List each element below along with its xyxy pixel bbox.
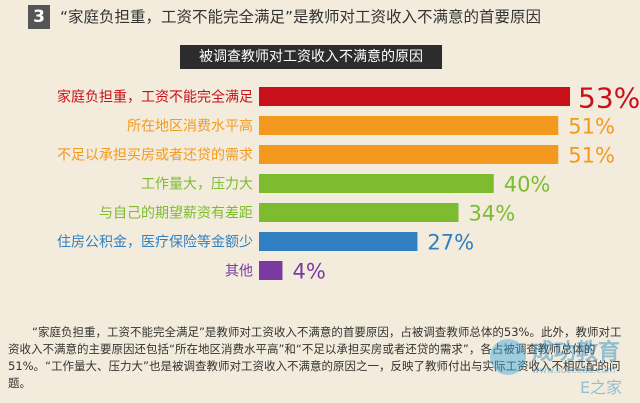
watermark-url: www.succedu.com [532, 366, 615, 376]
value-label: 40% [504, 173, 551, 197]
headline: “家庭负担重，工资不能完全满足”是教师对工资收入不满意的首要原因 [60, 8, 542, 26]
bar [259, 87, 570, 106]
category-label: 其他 [225, 264, 253, 280]
category-label: 与自己的期望薪资有差距 [99, 206, 253, 222]
bar [259, 145, 559, 164]
value-label: 51% [568, 115, 615, 139]
bar [259, 232, 418, 251]
bar [259, 174, 494, 193]
header: 3 “家庭负担重，工资不能完全满足”是教师对工资收入不满意的首要原因 [0, 0, 640, 34]
chart-title: 被调查教师对工资收入不满意的原因 [180, 45, 442, 69]
value-label: 51% [568, 144, 615, 168]
category-label: 住房公积金，医疗保险等金额少 [57, 234, 253, 251]
value-label: 27% [427, 231, 474, 255]
bar [259, 261, 283, 280]
watermark-brand: 成功教育 [532, 339, 620, 365]
watermark-circle-icon [490, 339, 526, 375]
footnote: “家庭负担重，工资不能完全满足”是教师对工资收入不满意的首要原因，占被调查教师总… [8, 325, 622, 390]
bar-chart: 家庭负担重，工资不能完全满足 53% 所在地区消费水平高 51% 不足以承担买房或者还贷… [57, 82, 640, 284]
watermark-corner: E之家 [580, 378, 622, 397]
section-number: 3 [28, 5, 50, 29]
value-label: 53% [578, 82, 640, 115]
value-label: 4% [292, 260, 325, 284]
category-label: 不足以承担买房或者还贷的需求 [57, 148, 253, 164]
category-label: 家庭负担重，工资不能完全满足 [57, 89, 253, 106]
category-label: 工作量大，压力大 [141, 177, 253, 193]
value-label: 34% [469, 202, 516, 226]
bar [259, 116, 559, 135]
category-label: 所在地区消费水平高 [127, 118, 253, 135]
watermark-logo: 成功教育 www.succedu.com E之家 [490, 339, 622, 397]
bar [259, 203, 459, 222]
